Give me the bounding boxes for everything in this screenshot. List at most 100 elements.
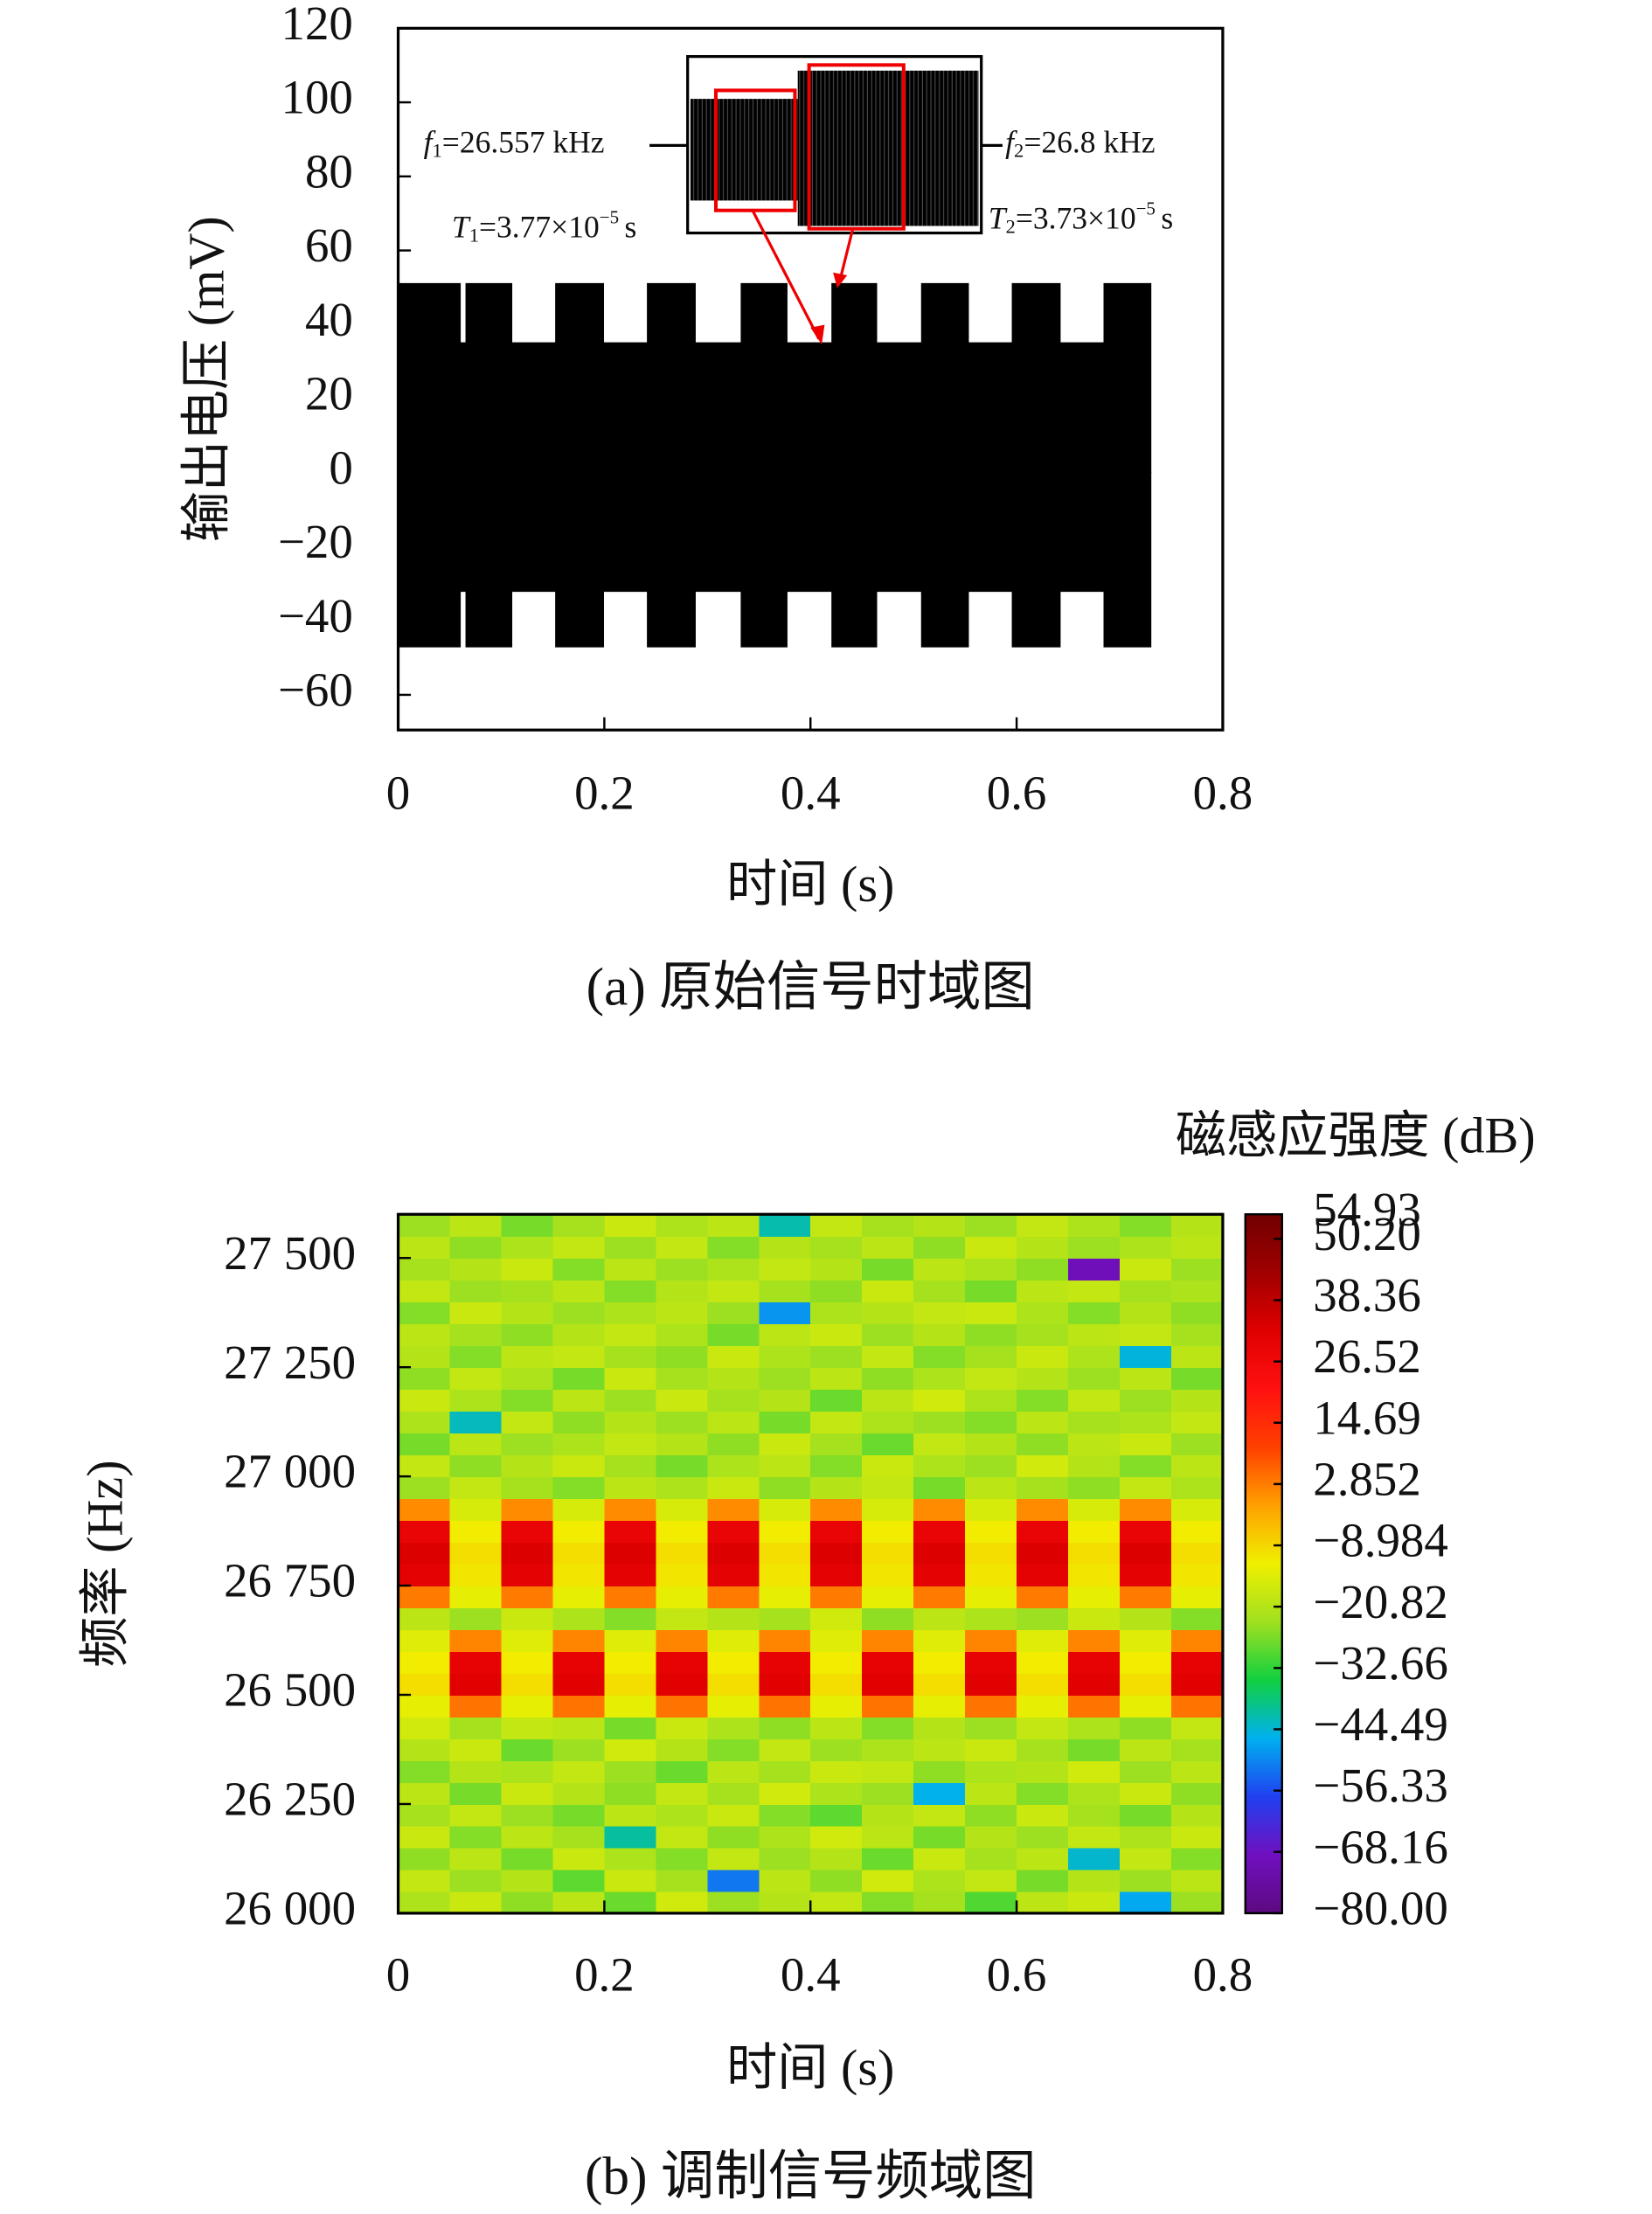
heat-cell	[1170, 1389, 1224, 1412]
heat-cell	[707, 1891, 760, 1914]
heat-cell	[913, 1411, 966, 1433]
heat-cell	[552, 1258, 606, 1281]
heat-cell	[1068, 1367, 1121, 1390]
x-axis-title: 时间 (s)	[726, 2039, 894, 2096]
heat-cell	[1068, 1847, 1121, 1870]
heat-cell	[965, 1651, 1017, 1674]
colorbar-tick-label: 38.36	[1313, 1268, 1421, 1322]
heat-cell	[501, 1673, 554, 1696]
heat-cell	[1017, 1825, 1069, 1849]
heat-cell	[913, 1520, 966, 1543]
heat-cell	[552, 1433, 606, 1455]
heat-cell	[552, 1738, 606, 1761]
heat-cell	[965, 1542, 1017, 1565]
heat-cell	[707, 1673, 760, 1696]
annotation-unit: s	[1161, 201, 1173, 236]
heat-cell	[604, 1629, 657, 1652]
colorbar-tick-label: 50.20	[1313, 1207, 1421, 1260]
heat-cell	[759, 1869, 812, 1892]
heat-cell	[398, 1716, 451, 1739]
heat-cell	[656, 1433, 709, 1455]
heat-cell	[656, 1389, 709, 1412]
heat-cell	[449, 1236, 503, 1260]
heat-cell	[656, 1825, 709, 1849]
heat-cell	[810, 1280, 863, 1303]
heat-cell	[810, 1629, 863, 1652]
heat-cell	[449, 1695, 503, 1718]
heat-cell	[449, 1716, 503, 1739]
heat-cell	[1170, 1367, 1224, 1390]
heat-cell	[862, 1564, 914, 1586]
heat-cell	[552, 1236, 606, 1260]
heat-cell	[862, 1258, 914, 1281]
heat-cell	[398, 1803, 451, 1827]
heat-cell	[656, 1738, 709, 1761]
heat-cell	[707, 1607, 760, 1630]
heat-cell	[604, 1586, 657, 1608]
heat-cell	[862, 1607, 914, 1630]
heat-cell	[656, 1781, 709, 1805]
heat-cell	[1017, 1869, 1069, 1892]
heat-cell	[604, 1433, 657, 1455]
heat-cell	[862, 1716, 914, 1739]
heat-cell	[398, 1825, 451, 1849]
heat-cell	[501, 1781, 554, 1805]
heat-cell	[707, 1781, 760, 1805]
heat-cell	[552, 1781, 606, 1805]
heat-cell	[656, 1411, 709, 1433]
x-tick-label: 0.4	[781, 766, 841, 819]
heat-cell	[1017, 1345, 1069, 1368]
heat-cell	[656, 1651, 709, 1674]
heat-cell	[759, 1236, 812, 1260]
heat-cell	[862, 1454, 914, 1477]
heat-cell	[1068, 1411, 1121, 1433]
annotation-sup: −5	[600, 206, 619, 227]
heat-cell	[1120, 1825, 1172, 1849]
heat-cell	[862, 1629, 914, 1652]
heat-cell	[1068, 1301, 1121, 1325]
x-tick-label: 0.6	[987, 1947, 1047, 2001]
heat-cell	[552, 1214, 606, 1238]
heat-cell	[965, 1781, 1017, 1805]
heat-cell	[656, 1520, 709, 1543]
heat-cell	[398, 1781, 451, 1805]
heat-cell	[656, 1367, 709, 1390]
heat-cell	[604, 1301, 657, 1325]
heat-cell	[965, 1236, 1017, 1260]
y-tick-label: 27 250	[224, 1336, 356, 1389]
heat-cell	[656, 1258, 709, 1281]
heat-cell	[913, 1781, 966, 1805]
heat-cell	[1017, 1236, 1069, 1260]
heat-cell	[1170, 1236, 1224, 1260]
heat-cell	[1068, 1214, 1121, 1238]
heat-cell	[501, 1323, 554, 1347]
heat-cell	[810, 1236, 863, 1260]
annotation-var: T	[989, 201, 1008, 236]
heat-cell	[707, 1367, 760, 1390]
heat-cell	[707, 1236, 760, 1260]
heat-cell	[656, 1607, 709, 1630]
heat-cell	[1068, 1389, 1121, 1412]
heat-cell	[1170, 1629, 1224, 1652]
heat-cell	[1120, 1651, 1172, 1674]
colorbar-tick-label: 54.93	[1313, 1183, 1421, 1236]
heat-cell	[552, 1411, 606, 1433]
heat-cell	[656, 1759, 709, 1783]
heat-cell	[604, 1781, 657, 1805]
heat-cell	[449, 1411, 503, 1433]
heat-cell	[1068, 1236, 1121, 1260]
y-tick-label: 26 250	[224, 1773, 356, 1826]
heat-cell	[1017, 1651, 1069, 1674]
heat-cell	[449, 1586, 503, 1608]
heat-cell	[759, 1651, 812, 1674]
heat-cell	[449, 1891, 503, 1914]
heat-cell	[913, 1738, 966, 1761]
heat-cell	[501, 1542, 554, 1565]
heat-cell	[604, 1542, 657, 1565]
heat-cell	[656, 1695, 709, 1718]
heat-cell	[398, 1847, 451, 1870]
heat-cell	[810, 1258, 863, 1281]
heat-cell	[604, 1673, 657, 1696]
heat-cell	[707, 1433, 760, 1455]
heat-cell	[449, 1280, 503, 1303]
